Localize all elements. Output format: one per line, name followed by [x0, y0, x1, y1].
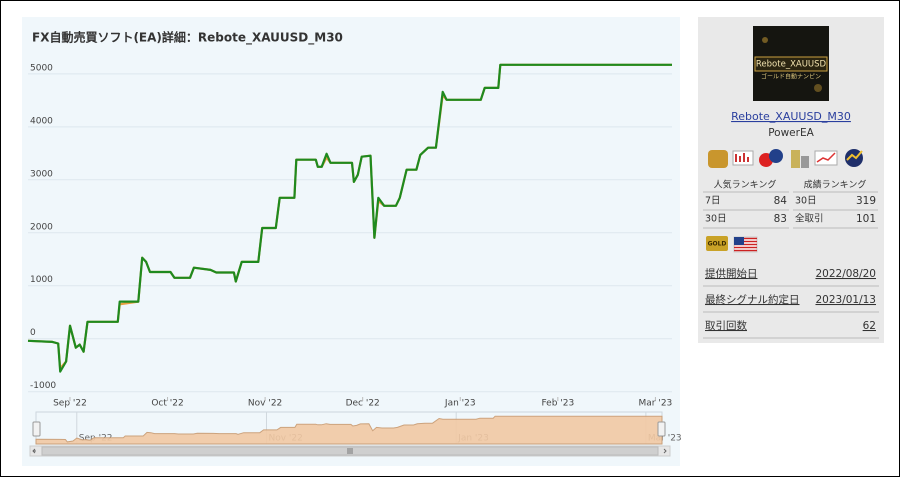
icon — [708, 150, 728, 168]
icon — [845, 149, 863, 167]
x-tick-label: Oct '22 — [151, 399, 183, 409]
detail-label[interactable]: 取引回数 — [705, 319, 747, 332]
popularity-title: 人気ランキング — [714, 179, 777, 191]
image-subtext: ゴールド自動ナンピン — [761, 73, 821, 81]
navigator-handle[interactable] — [32, 421, 41, 437]
navigator-area — [35, 415, 663, 445]
chart-panel — [22, 17, 680, 466]
ea-name-link[interactable]: Rebote_XAUUSD_M30 — [731, 110, 851, 123]
navigator-handle[interactable] — [657, 421, 666, 437]
y-tick-label: 5000 — [30, 63, 53, 73]
us-flag — [733, 236, 758, 253]
y-tick-label: 0 — [30, 328, 36, 338]
x-tick-label: Nov '22 — [248, 399, 282, 409]
rank-value: 319 — [856, 195, 876, 207]
scroll-arrow[interactable] — [32, 448, 36, 454]
detail-label[interactable]: 最終シグナル約定日 — [705, 293, 800, 306]
x-tick-label: Jan '23 — [444, 399, 476, 409]
icon-detail — [735, 153, 749, 162]
flag-canton — [734, 237, 744, 245]
rank-label: 7日 — [705, 196, 721, 207]
detail-label[interactable]: 提供開始日 — [705, 267, 758, 280]
icon — [814, 150, 838, 166]
icon-row — [708, 149, 863, 168]
x-tick-label: Sep '22 — [53, 399, 87, 409]
image-sparkle — [814, 84, 822, 92]
navigator-tick-label: Mar '23 — [648, 434, 682, 444]
image-sparkle — [762, 37, 768, 43]
chart-title: FX自動売買ソフト(EA)詳細：Rebote_XAUUSD_M30 — [32, 30, 343, 46]
icon-detail — [846, 150, 863, 161]
image-label-box — [754, 56, 828, 72]
detail-value[interactable]: 2023/01/13 — [815, 294, 876, 306]
rank-value: 101 — [856, 213, 876, 225]
plot-area: -1000 0 1000 2000 3000 4000 5000 Sep '22 Oct '22… — [27, 63, 673, 409]
image-text: Rebote_XAUUSD — [756, 60, 827, 70]
series-line — [27, 63, 672, 373]
icon — [769, 149, 783, 163]
rank-value: 83 — [774, 213, 787, 225]
flag-stripes — [734, 237, 757, 252]
developer[interactable]: PowerEA — [768, 127, 814, 139]
performance-title: 成績ランキング — [804, 179, 867, 191]
scroll-arrow[interactable] — [663, 448, 667, 454]
ranking-tables: 7日 84 30日 83 30日 319 全取引 101 — [703, 191, 878, 229]
rank-label: 30日 — [705, 214, 727, 225]
rank-label: 30日 — [795, 196, 817, 207]
detail-value[interactable]: 62 — [863, 320, 876, 332]
icon — [801, 156, 809, 168]
scroll-grip — [347, 448, 353, 454]
x-tick-label: Dec '22 — [346, 399, 380, 409]
y-tick-label: 4000 — [30, 116, 53, 126]
y-tick-label: 1000 — [30, 275, 53, 285]
details-table: 提供開始日 2022/08/20 最終シグナル約定日 2023/01/13 取引回数 62 — [703, 267, 879, 339]
x-tick-label: Mar '23 — [639, 399, 673, 409]
icon-detail — [816, 152, 836, 163]
rank-value: 84 — [774, 195, 788, 207]
detail-value[interactable]: 2022/08/20 — [815, 268, 876, 280]
gold-badge — [706, 236, 728, 251]
gold-badge-text: GOLD — [708, 241, 727, 248]
x-tick-label: Feb '23 — [541, 399, 574, 409]
icon — [791, 150, 800, 168]
rank-label: 全取引 — [795, 213, 824, 225]
y-tick-label: 3000 — [30, 169, 53, 179]
y-tick-label: -1000 — [30, 381, 56, 391]
y-tick-label: 2000 — [30, 222, 53, 232]
